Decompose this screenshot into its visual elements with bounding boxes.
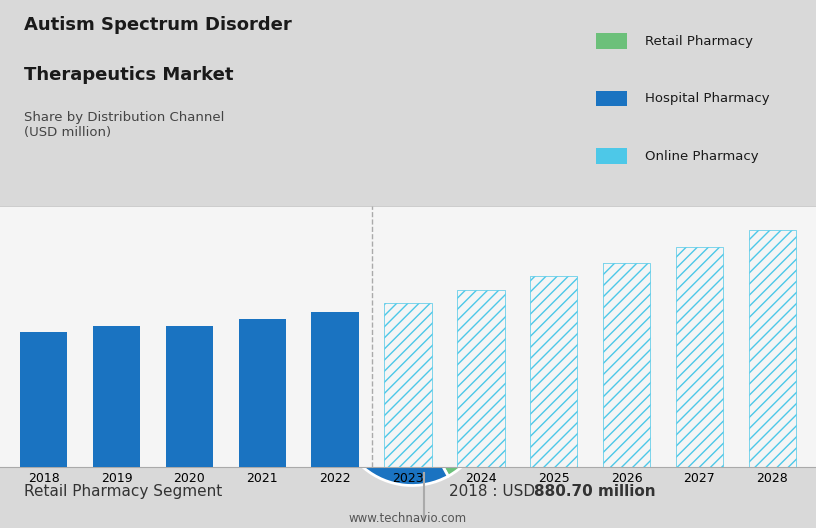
Wedge shape xyxy=(341,336,412,398)
FancyBboxPatch shape xyxy=(596,91,627,107)
Text: 880.70 million: 880.70 million xyxy=(534,484,656,499)
Wedge shape xyxy=(412,336,487,476)
Bar xyxy=(384,303,432,467)
FancyBboxPatch shape xyxy=(596,33,627,49)
Text: Retail Pharmacy: Retail Pharmacy xyxy=(645,35,752,48)
Text: Retail Pharmacy Segment: Retail Pharmacy Segment xyxy=(24,484,223,499)
Wedge shape xyxy=(337,388,448,485)
Text: 2018 : USD: 2018 : USD xyxy=(449,484,540,499)
Bar xyxy=(166,326,213,467)
Bar xyxy=(676,247,723,467)
Text: Therapeutics Market: Therapeutics Market xyxy=(24,66,234,84)
Text: Online Pharmacy: Online Pharmacy xyxy=(645,150,758,163)
Bar xyxy=(238,319,286,467)
Bar xyxy=(457,290,504,467)
Bar xyxy=(748,230,796,467)
Text: Hospital Pharmacy: Hospital Pharmacy xyxy=(645,92,769,105)
Bar xyxy=(312,312,359,467)
Bar xyxy=(530,276,578,467)
Bar xyxy=(603,262,650,467)
Bar xyxy=(93,326,140,467)
FancyBboxPatch shape xyxy=(596,148,627,164)
Bar xyxy=(20,332,68,467)
Text: www.technavio.com: www.technavio.com xyxy=(349,512,467,525)
Text: Autism Spectrum Disorder: Autism Spectrum Disorder xyxy=(24,16,292,34)
Text: Share by Distribution Channel
(USD million): Share by Distribution Channel (USD milli… xyxy=(24,111,225,139)
